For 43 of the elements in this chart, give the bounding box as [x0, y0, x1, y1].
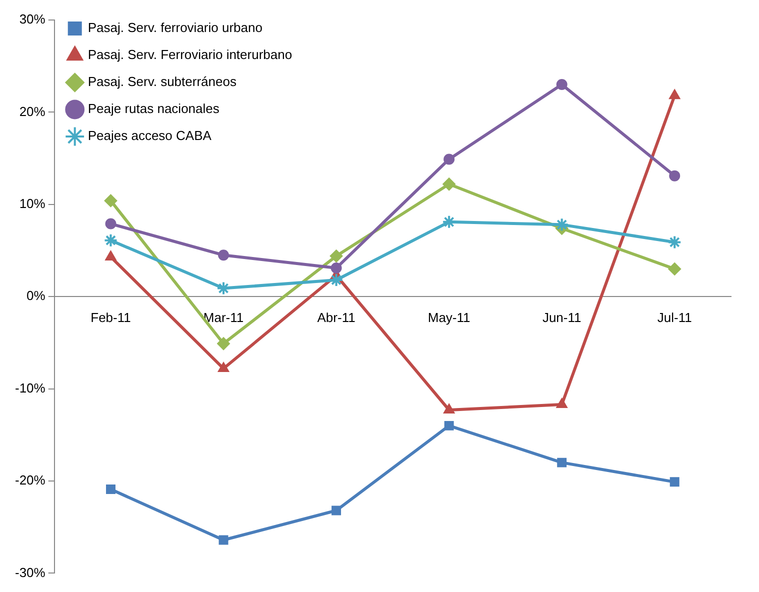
point — [216, 281, 231, 296]
point — [442, 178, 456, 191]
point — [670, 477, 680, 487]
point — [332, 506, 342, 516]
point — [218, 250, 230, 261]
x-tick-label: Abr-11 — [317, 310, 356, 325]
legend-label: Pasaj. Serv. Ferroviario interurbano — [88, 47, 292, 62]
point — [668, 89, 680, 100]
legend-label: Pasaj. Serv. ferroviario urbano — [88, 20, 262, 36]
y-tick-label: 10% — [19, 196, 46, 211]
point — [444, 154, 455, 165]
y-tick-label: -30% — [14, 564, 46, 580]
point — [104, 194, 118, 208]
x-tick-label: May-11 — [428, 310, 470, 325]
point — [443, 404, 455, 414]
point — [668, 235, 682, 250]
point — [669, 170, 680, 182]
point — [329, 273, 344, 288]
point — [105, 218, 116, 230]
point — [218, 535, 228, 545]
x-tick-label: Jul-11 — [657, 310, 692, 325]
point — [106, 484, 116, 494]
point — [556, 79, 568, 90]
x-tick-label: Mar-11 — [203, 310, 244, 325]
y-tick-label: -20% — [14, 472, 46, 488]
y-tick-label: 0% — [26, 288, 46, 304]
y-tick-label: -10% — [14, 380, 46, 396]
point — [218, 362, 230, 372]
point — [554, 218, 569, 232]
point — [668, 262, 682, 276]
legend-label: Peajes acceso CABA — [88, 128, 212, 144]
legend-label: Pasaj. Serv. subterráneos — [88, 74, 237, 90]
x-tick-label: Feb-11 — [90, 310, 131, 325]
point — [444, 420, 454, 430]
point — [330, 250, 343, 263]
y-tick-label: 20% — [19, 104, 46, 119]
legend-label: Peaje rutas nacionales — [88, 101, 220, 116]
point — [217, 337, 230, 350]
point — [104, 233, 118, 248]
point — [557, 458, 567, 468]
point — [330, 262, 342, 274]
x-tick-label: Jun-11 — [542, 310, 582, 325]
y-tick-label: 30% — [19, 12, 46, 27]
